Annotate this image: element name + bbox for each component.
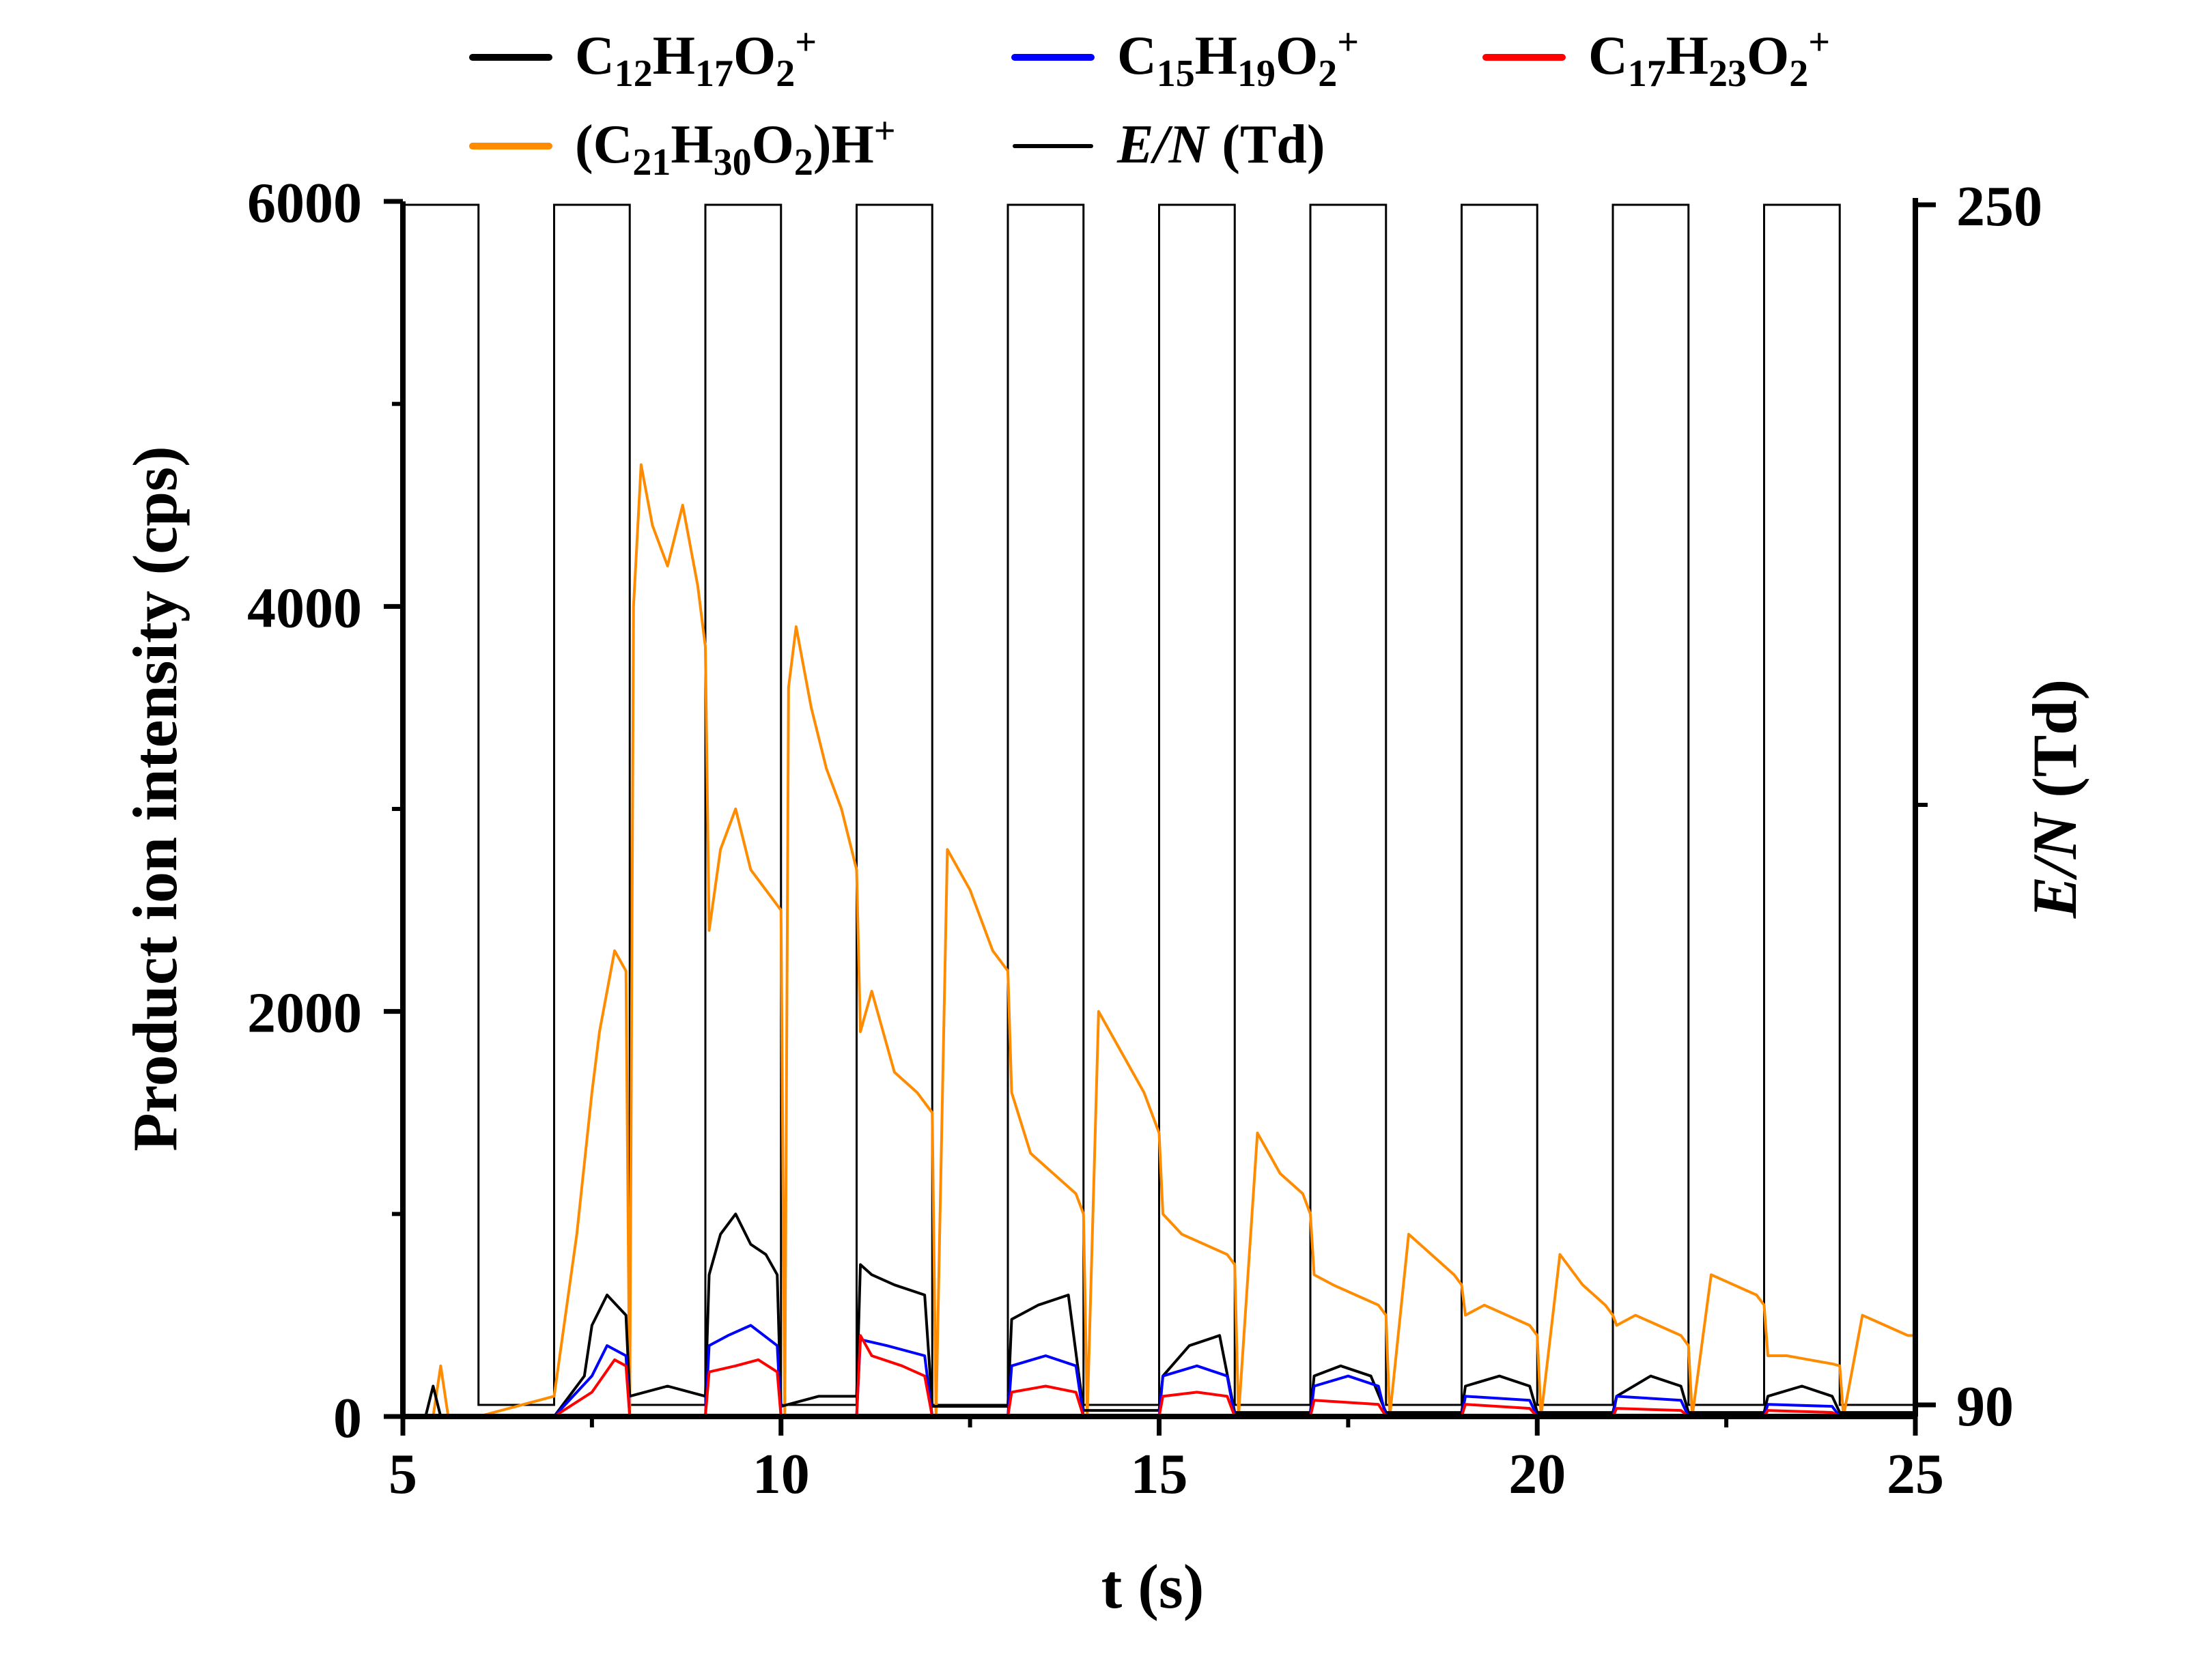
legend-item-EN: E/N (Td) (1013, 115, 1325, 175)
legend-item-C15: C15H19O2+ (1011, 21, 1359, 95)
legend-label-part-5: 2 (776, 53, 795, 95)
legend-label-part-0: C (1588, 26, 1628, 86)
legend-label-part-3: 19 (1237, 53, 1276, 95)
legend-item-C17: C17H23O2+ (1482, 21, 1830, 95)
legend-label-part-1: 21 (632, 141, 671, 184)
legend-label-part-3: 23 (1708, 53, 1747, 95)
y-tick-label-2: 4000 (247, 576, 362, 640)
legend-label-part-4: O (733, 26, 776, 86)
legend-label-part-2: H (653, 26, 695, 86)
legend-label-part-1: 15 (1157, 53, 1195, 95)
legend-label-part-4: O (1276, 26, 1318, 86)
y-axis-title: Product ion intensity (cps) (120, 446, 190, 1151)
legend-label-part-2: H (1666, 26, 1708, 86)
en-line (403, 203, 1915, 1406)
series-line-1 (403, 1212, 1915, 1418)
series-line-0 (403, 463, 1915, 1418)
legend-label-part-2: H (1195, 26, 1237, 86)
legend-label-C17: C17H23O2+ (1588, 21, 1830, 95)
y-tick-label-1: 2000 (247, 982, 362, 1045)
y2-axis-title-italic: E/N (2020, 811, 2089, 919)
x-tick-label-4: 25 (1887, 1442, 1944, 1506)
legend-label-C15: C15H19O2+ (1117, 21, 1359, 95)
legend-label-part-0: E/N (1116, 115, 1211, 175)
legend-label-part-0: C (1117, 26, 1157, 86)
en-square-wave (403, 203, 1915, 1406)
x-tick-label-3: 20 (1508, 1442, 1566, 1506)
legend-label-part-3: 17 (695, 53, 733, 95)
legend-label-part-1: 12 (615, 53, 653, 95)
legend-label-part-6: )H (813, 115, 874, 175)
legend-label-EN: E/N (Td) (1116, 115, 1325, 175)
legend-label-part-5: 2 (1318, 53, 1337, 95)
legend-label-part-1: (Td) (1208, 115, 1325, 175)
legend-label-part-6: + (1337, 21, 1359, 63)
x-axis-title: t (s) (1101, 1552, 1205, 1621)
legend-label-part-6: + (795, 21, 817, 63)
x-tick-label-2: 15 (1131, 1442, 1188, 1506)
legend-label-part-2: H (671, 115, 713, 175)
legend-label-part-0: (C (575, 115, 632, 175)
y2-axis-title-rest: (Td) (2020, 679, 2089, 814)
legend-item-C12: C12H17O2+ (469, 21, 817, 95)
y2-tick-label-1: 250 (1956, 175, 2042, 238)
x-tick-label-1: 10 (752, 1442, 810, 1506)
legend-label-C21: (C21H30O2)H+ (575, 110, 896, 184)
legend: C12H17O2+ C15H19O2+ C17H23O2+(C21H30O2)H+ E… (469, 21, 1830, 184)
x-tick-label-0: 5 (389, 1442, 417, 1506)
legend-label-part-6: + (1808, 21, 1830, 63)
legend-label-part-0: C (575, 26, 615, 86)
legend-label-part-7: + (874, 110, 896, 152)
legend-label-C12: C12H17O2+ (575, 21, 817, 95)
legend-label-part-3: 30 (714, 141, 752, 184)
legend-label-part-4: O (1747, 26, 1789, 86)
y2-axis-title: E/N (Td) (2020, 679, 2089, 919)
legend-label-part-5: 2 (794, 141, 813, 184)
y-tick-label-0: 0 (333, 1386, 362, 1450)
legend-label-part-4: O (752, 115, 794, 175)
legend-label-part-1: 17 (1628, 53, 1666, 95)
y2-tick-label-0: 90 (1956, 1375, 2014, 1438)
y-tick-label-3: 6000 (247, 171, 362, 235)
legend-label-part-5: 2 (1789, 53, 1808, 95)
legend-item-C21: (C21H30O2)H+ (469, 110, 896, 184)
